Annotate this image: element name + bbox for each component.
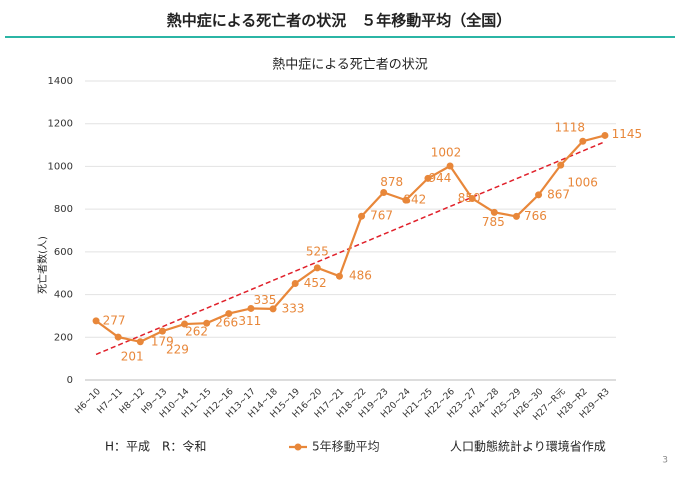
data-label: 262 [185, 325, 208, 339]
data-point [512, 212, 520, 220]
data-point [247, 304, 255, 312]
data-point [424, 174, 432, 182]
data-point [313, 264, 321, 272]
y-axis-label: 死亡者数(人) [36, 236, 49, 294]
data-label: 452 [304, 276, 327, 290]
data-point [490, 208, 498, 216]
data-label: 179 [151, 334, 174, 348]
y-tick-label: 600 [54, 247, 73, 258]
data-point [136, 338, 144, 346]
data-label: 311 [238, 314, 261, 328]
data-label: 785 [482, 215, 505, 229]
data-point [225, 310, 233, 318]
data-label: 335 [253, 293, 276, 307]
data-label: 766 [524, 209, 547, 223]
data-label: 229 [166, 343, 189, 357]
y-tick-label: 0 [67, 375, 73, 386]
data-point [402, 196, 410, 204]
data-label: 1006 [567, 176, 598, 190]
data-label: 1118 [555, 121, 586, 135]
data-point [291, 279, 299, 287]
data-label: 277 [103, 313, 126, 327]
data-label: 842 [403, 193, 426, 207]
legend-marker [294, 443, 302, 451]
y-tick-label: 1400 [48, 76, 73, 87]
data-point [601, 131, 609, 139]
note: 人口動態統計より環境省作成 [450, 439, 606, 454]
data-label: 767 [370, 209, 393, 223]
data-point [181, 320, 189, 328]
data-point [535, 191, 543, 199]
data-point [579, 137, 587, 145]
data-label: 867 [547, 187, 570, 201]
data-point [114, 333, 122, 341]
y-tick-label: 400 [54, 290, 73, 301]
data-point [92, 317, 100, 325]
data-label: 1145 [612, 127, 643, 141]
data-label: 333 [282, 301, 305, 315]
y-tick-label: 1000 [48, 161, 73, 172]
data-point [203, 319, 211, 327]
y-tick-label: 800 [54, 204, 73, 215]
data-label: 266 [215, 316, 238, 330]
data-point [557, 161, 565, 169]
y-tick-label: 200 [54, 332, 73, 343]
data-label: 525 [306, 244, 329, 258]
chart-title: 熱中症による死亡者の状況 [272, 58, 428, 73]
data-point [468, 194, 476, 202]
data-label: 850 [458, 191, 481, 205]
data-point [158, 327, 166, 335]
data-point [358, 212, 366, 220]
data-label: 486 [349, 269, 372, 283]
data-label: 944 [428, 171, 451, 185]
data-point [335, 272, 343, 280]
data-point [446, 162, 454, 170]
slide-title: 熱中症による死亡者の状況 ５年移動平均（全国） [167, 12, 512, 30]
data-point [380, 188, 388, 196]
data-label: 201 [121, 350, 144, 364]
y-tick-label: 1200 [48, 119, 73, 130]
data-point [269, 305, 277, 313]
data-line [95, 134, 606, 343]
data-label: 878 [380, 175, 403, 189]
data-label: 1002 [431, 146, 462, 160]
legend-label: 5年移動平均 [312, 440, 380, 454]
page-number: 3 [662, 456, 668, 466]
note: H：平成 R：令和 [105, 439, 206, 454]
